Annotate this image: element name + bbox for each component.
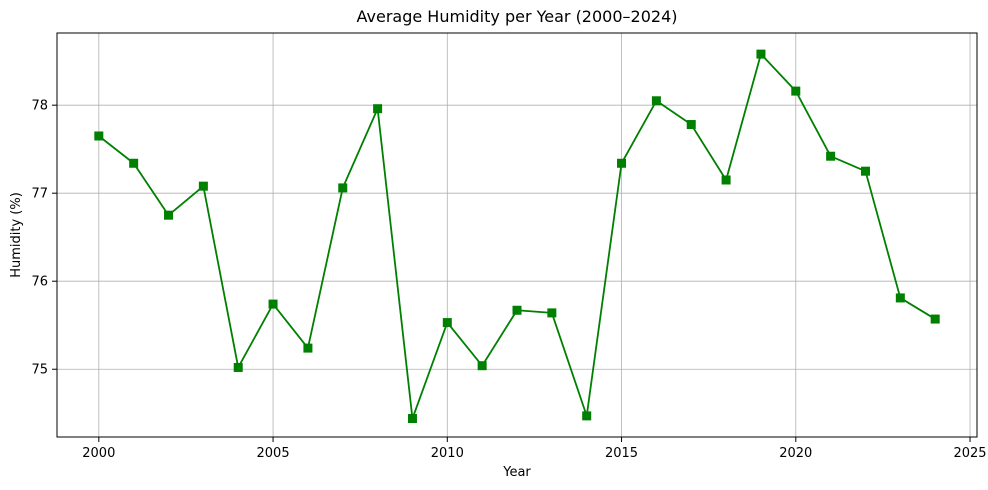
y-tick-label: 75 [31,363,48,378]
x-tick-label: 2000 [82,446,115,461]
data-point [895,293,905,303]
data-point [617,158,627,168]
data-point [373,104,383,114]
data-point [442,318,452,328]
grid [57,33,977,437]
x-tick-label: 2010 [431,446,464,461]
data-point [164,210,174,220]
data-point [268,299,278,309]
data-point [651,96,661,106]
x-tick-label: 2005 [257,446,290,461]
x-axis-label: Year [502,465,531,480]
data-point [407,414,417,424]
data-point [198,181,208,191]
data-point [94,131,104,141]
data-point [721,175,731,185]
data-point [860,166,870,176]
x-tick-label: 2020 [779,446,812,461]
data-point [756,49,766,59]
data-point [129,158,139,168]
chart-title: Average Humidity per Year (2000–2024) [357,7,678,26]
data-point [582,411,592,421]
y-tick-label: 76 [31,275,48,290]
data-point [233,362,243,372]
x-tick-label: 2025 [953,446,986,461]
data-point [791,86,801,96]
y-tick-label: 77 [31,187,48,202]
data-point [686,120,696,130]
data-point [477,361,487,371]
x-axis-ticks: 2000 2005 2010 2015 2020 2025 [82,437,987,461]
plot-frame [56,32,978,438]
data-point [512,305,522,315]
series-group [94,49,940,424]
data-point [547,308,557,318]
data-point [930,314,940,324]
data-point [826,151,836,161]
y-axis-ticks: 75 76 77 78 [31,99,57,378]
data-point [303,343,313,353]
data-point [338,183,348,193]
y-axis-label: Humidity (%) [9,192,24,278]
x-tick-label: 2015 [605,446,638,461]
y-tick-label: 78 [31,99,48,114]
